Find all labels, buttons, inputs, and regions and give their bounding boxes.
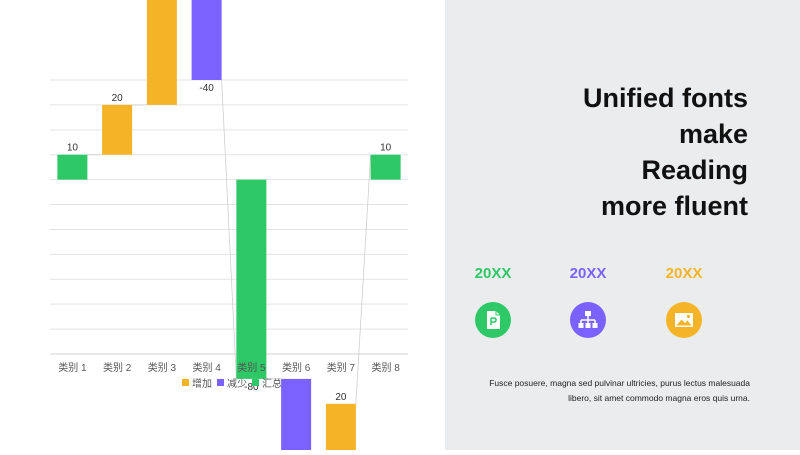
bar-5 <box>236 179 267 379</box>
body-text-line-2: libero, sit amet commodo magna eros quis… <box>568 393 750 403</box>
data-label-2: 20 <box>112 93 124 104</box>
category-label-8: 类别 8 <box>371 361 400 374</box>
bar-3 <box>146 0 177 105</box>
bar-2 <box>102 104 133 155</box>
headline-line-1: Unified fonts <box>583 83 748 113</box>
connector-line <box>221 79 237 379</box>
headline-line-3: Reading <box>641 155 748 185</box>
legend-swatch-increase <box>182 379 189 386</box>
legend-label-increase: 增加 <box>192 377 212 390</box>
body-text: Fusce posuere, magna sed pulvinar ultric… <box>450 376 750 406</box>
stat-value-3: 20XX <box>665 265 703 282</box>
hierarchy-icon <box>570 302 606 338</box>
data-label-5: -80 <box>244 382 259 393</box>
data-label-7: 20 <box>335 392 347 403</box>
category-label-7: 类别 7 <box>327 361 356 374</box>
bar-7 <box>325 403 356 454</box>
category-label-5: 类别 5 <box>237 361 266 374</box>
bar-8 <box>370 154 401 180</box>
category-label-6: 类别 6 <box>282 361 311 374</box>
legend-swatch-decrease <box>217 379 224 386</box>
bar-1 <box>57 154 88 180</box>
category-label-4: 类别 4 <box>192 361 221 374</box>
headline-line-4: more fluent <box>600 191 748 221</box>
data-label-4: -40 <box>199 83 214 94</box>
stat-value-2: 20XX <box>569 265 607 282</box>
data-label-8: 10 <box>380 143 392 154</box>
bar-4 <box>191 0 222 81</box>
legend-swatch-total <box>252 379 259 386</box>
right-panel <box>445 0 800 450</box>
category-label-3: 类别 3 <box>148 361 177 374</box>
category-label-2: 类别 2 <box>103 361 132 374</box>
bar-6 <box>281 378 312 454</box>
connector-line <box>355 154 372 404</box>
legend-label-decrease: 减少 <box>227 378 247 390</box>
document-icon <box>475 302 511 338</box>
headline-line-2: make <box>678 119 748 149</box>
data-label-1: 10 <box>67 143 79 154</box>
headline: Unified fonts make Reading more fluent <box>488 80 748 224</box>
legend-label-total: 汇总 <box>262 377 282 390</box>
body-text-line-1: Fusce posuere, magna sed pulvinar ultric… <box>489 378 750 388</box>
category-label-1: 类别 1 <box>58 361 87 374</box>
stat-value-1: 20XX <box>474 265 512 282</box>
image-icon <box>666 302 702 338</box>
